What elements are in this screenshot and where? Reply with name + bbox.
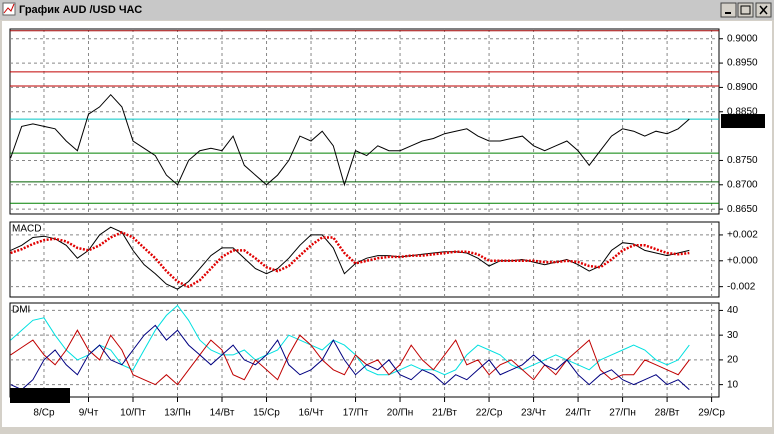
y-tick-label: 40 <box>727 305 739 316</box>
y-tick-label: 0.8850 <box>727 106 758 117</box>
x-tick-label: 9/Чт <box>79 408 99 419</box>
period-box <box>10 388 70 403</box>
y-tick-label: 0.8700 <box>727 179 758 190</box>
last-price-label: 0.8831 <box>725 116 756 127</box>
period-label: Окт 2014 <box>15 391 57 402</box>
series-line <box>10 93 690 187</box>
y-tick-label: +0.002 <box>727 230 758 241</box>
window-title: График AUD /USD ЧАС <box>19 4 142 16</box>
x-tick-label: 16/Чт <box>298 408 324 419</box>
x-tick-label: 28/Вт <box>655 408 680 419</box>
x-tick-label: 15/Ср <box>253 408 280 419</box>
window-buttons <box>720 2 772 18</box>
y-tick-label: 30 <box>727 330 739 341</box>
window-icon-glyph <box>3 3 15 14</box>
last-price-box <box>721 114 765 129</box>
y-tick-label: 0.9000 <box>727 33 758 44</box>
series-line <box>10 230 690 289</box>
maximize-button[interactable] <box>737 2 754 18</box>
series-line <box>10 226 690 290</box>
x-tick-label: 17/Пт <box>343 408 369 419</box>
y-tick-label: 0.8750 <box>727 155 758 166</box>
panel-title: DMI <box>12 305 30 316</box>
x-tick-label: 20/Пн <box>387 408 414 419</box>
x-tick-label: 23/Чт <box>521 408 547 419</box>
y-tick-label: 20 <box>727 355 739 366</box>
x-tick-label: 14/Вт <box>210 408 235 419</box>
y-tick-label: 0.8950 <box>727 58 758 69</box>
x-tick-label: 27/Пн <box>609 408 636 419</box>
panel-frame <box>9 302 720 398</box>
x-tick-label: 24/Пт <box>565 408 591 419</box>
x-tick-label: 8/Ср <box>33 408 55 419</box>
minimize-button[interactable] <box>720 2 737 18</box>
y-tick-label: 0.8650 <box>727 204 758 215</box>
series-line <box>10 329 690 386</box>
y-tick-label: 10 <box>727 379 739 390</box>
y-tick-label: +0.000 <box>727 255 758 266</box>
x-tick-label: 13/Пн <box>164 408 191 419</box>
close-glyph <box>759 5 768 15</box>
maximize-glyph <box>740 5 751 15</box>
x-tick-label: 10/Пт <box>120 408 146 419</box>
series-line <box>10 324 690 391</box>
y-tick-label: 0.8900 <box>727 82 758 93</box>
series-line <box>10 304 690 376</box>
panel-title: MACD <box>12 224 41 235</box>
panel-frame <box>9 28 720 215</box>
x-tick-label: 22/Ср <box>476 408 503 419</box>
title-bar <box>0 0 774 20</box>
x-tick-label: 29/Ср <box>698 408 725 419</box>
x-tick-label: 21/Вт <box>432 408 457 419</box>
y-tick-label: -0.002 <box>727 281 756 292</box>
